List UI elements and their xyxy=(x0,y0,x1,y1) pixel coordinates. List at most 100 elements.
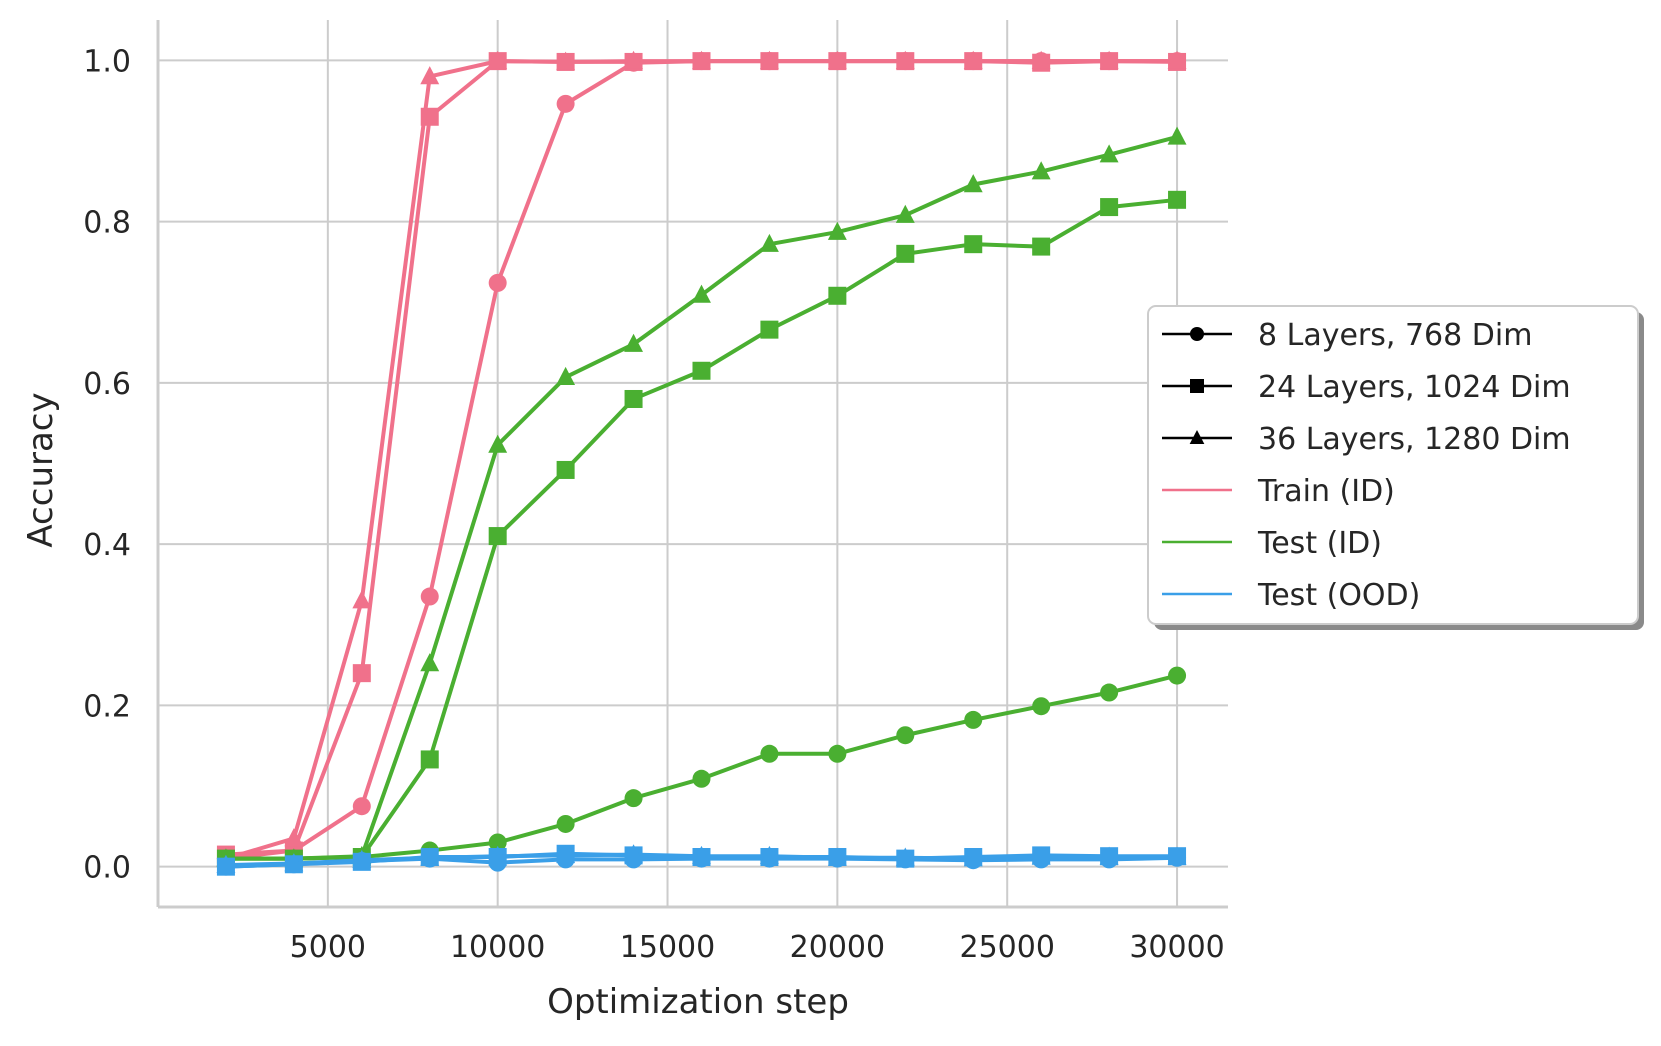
data-point xyxy=(624,50,644,69)
data-point xyxy=(216,854,236,873)
x-tick-label: 10000 xyxy=(450,930,545,965)
legend-marker xyxy=(1189,429,1205,445)
legend-entry: 8 Layers, 768 Dim xyxy=(1162,318,1532,353)
legend-label: 24 Layers, 1024 Dim xyxy=(1258,370,1571,405)
x-axis-label: Optimization step xyxy=(547,982,849,1022)
data-point xyxy=(692,361,711,380)
data-point xyxy=(1167,126,1187,145)
data-point xyxy=(828,744,847,763)
data-point xyxy=(964,235,983,254)
data-point xyxy=(1099,144,1119,163)
data-point xyxy=(964,710,983,729)
legend-label: Test (OOD) xyxy=(1257,578,1420,613)
series-test-id-circle xyxy=(216,666,1187,868)
y-axis-label: Accuracy xyxy=(21,392,61,547)
series-test-id-square xyxy=(216,190,1187,868)
data-point xyxy=(759,233,779,252)
y-tick-label: 1.0 xyxy=(83,44,131,79)
data-point xyxy=(624,389,643,408)
data-point xyxy=(759,50,779,69)
y-tick-label: 0.6 xyxy=(83,367,131,402)
y-tick-label: 0.8 xyxy=(83,206,131,241)
data-point xyxy=(760,320,779,339)
data-point xyxy=(556,51,576,70)
tick-labels: 5000 10000 15000 20000 25000 30000 0.0 0.2 0.4 0.… xyxy=(83,44,1224,965)
data-point xyxy=(1100,198,1119,217)
x-tick-label: 5000 xyxy=(290,930,366,965)
data-point xyxy=(352,849,372,868)
data-point xyxy=(488,527,507,546)
data-point xyxy=(1031,846,1051,865)
x-tick-label: 15000 xyxy=(620,930,715,965)
series-line xyxy=(225,59,1178,861)
data-point xyxy=(1032,697,1051,716)
data-point xyxy=(488,833,507,852)
data-point xyxy=(692,284,711,303)
data-point xyxy=(556,460,575,479)
data-point xyxy=(963,848,983,867)
series-test-ood-triangle xyxy=(216,844,1187,873)
legend-label: 36 Layers, 1280 Dim xyxy=(1258,422,1571,457)
data-point xyxy=(420,750,439,769)
data-point xyxy=(827,50,847,69)
series-line xyxy=(225,59,1178,861)
legend-label: Test (ID) xyxy=(1257,526,1382,561)
data-point xyxy=(556,845,576,864)
legend-entry: 24 Layers, 1024 Dim xyxy=(1162,370,1571,405)
data-point xyxy=(420,587,439,606)
data-point xyxy=(759,845,779,864)
data-point xyxy=(1031,50,1051,69)
legend-entry: 36 Layers, 1280 Dim xyxy=(1162,422,1571,457)
data-point xyxy=(895,847,915,866)
data-point xyxy=(896,726,915,745)
data-point xyxy=(692,769,711,788)
series-train-id-triangle xyxy=(216,50,1187,867)
data-point xyxy=(488,273,507,292)
data-point xyxy=(963,174,983,193)
data-point xyxy=(827,847,847,866)
data-point xyxy=(284,828,304,847)
legend-box xyxy=(1147,305,1639,625)
data-point xyxy=(1032,237,1051,256)
data-point xyxy=(760,744,779,763)
data-point xyxy=(420,653,440,672)
legend-entry: Test (OOD) xyxy=(1162,578,1420,613)
data-point xyxy=(556,366,576,385)
data-point xyxy=(284,853,304,872)
legend-marker xyxy=(1190,327,1204,341)
data-point xyxy=(1167,50,1187,69)
data-point xyxy=(352,797,371,816)
data-point xyxy=(1167,846,1187,865)
legend-entry: Test (ID) xyxy=(1162,526,1382,561)
data-point xyxy=(352,590,372,609)
data-point xyxy=(556,94,575,113)
data-point xyxy=(1099,50,1119,69)
data-point xyxy=(420,847,440,866)
data-point xyxy=(1100,683,1119,702)
data-point xyxy=(895,204,915,223)
legend-label: Train (ID) xyxy=(1257,474,1395,509)
legend-label: 8 Layers, 768 Dim xyxy=(1258,318,1532,353)
data-point xyxy=(692,845,711,864)
legend-entry: Train (ID) xyxy=(1162,474,1395,509)
legend: 8 Layers, 768 Dim 24 Layers, 1024 Dim 36 L… xyxy=(1147,305,1644,630)
data-point xyxy=(488,50,508,69)
x-tick-label: 20000 xyxy=(790,930,885,965)
data-point xyxy=(1168,666,1187,685)
y-tick-label: 0.4 xyxy=(83,528,131,563)
data-point xyxy=(1168,190,1187,209)
data-point xyxy=(488,845,508,864)
data-point xyxy=(624,333,644,352)
data-point xyxy=(420,66,440,85)
series-test-id-triangle xyxy=(216,126,1187,867)
x-tick-label: 25000 xyxy=(959,930,1054,965)
y-tick-label: 0.0 xyxy=(83,851,131,886)
data-point xyxy=(895,50,915,69)
data-point xyxy=(624,789,643,808)
data-point xyxy=(352,664,371,683)
series-line xyxy=(225,59,1178,857)
data-point xyxy=(1031,161,1051,180)
data-point xyxy=(963,50,983,69)
data-point xyxy=(1099,846,1119,865)
